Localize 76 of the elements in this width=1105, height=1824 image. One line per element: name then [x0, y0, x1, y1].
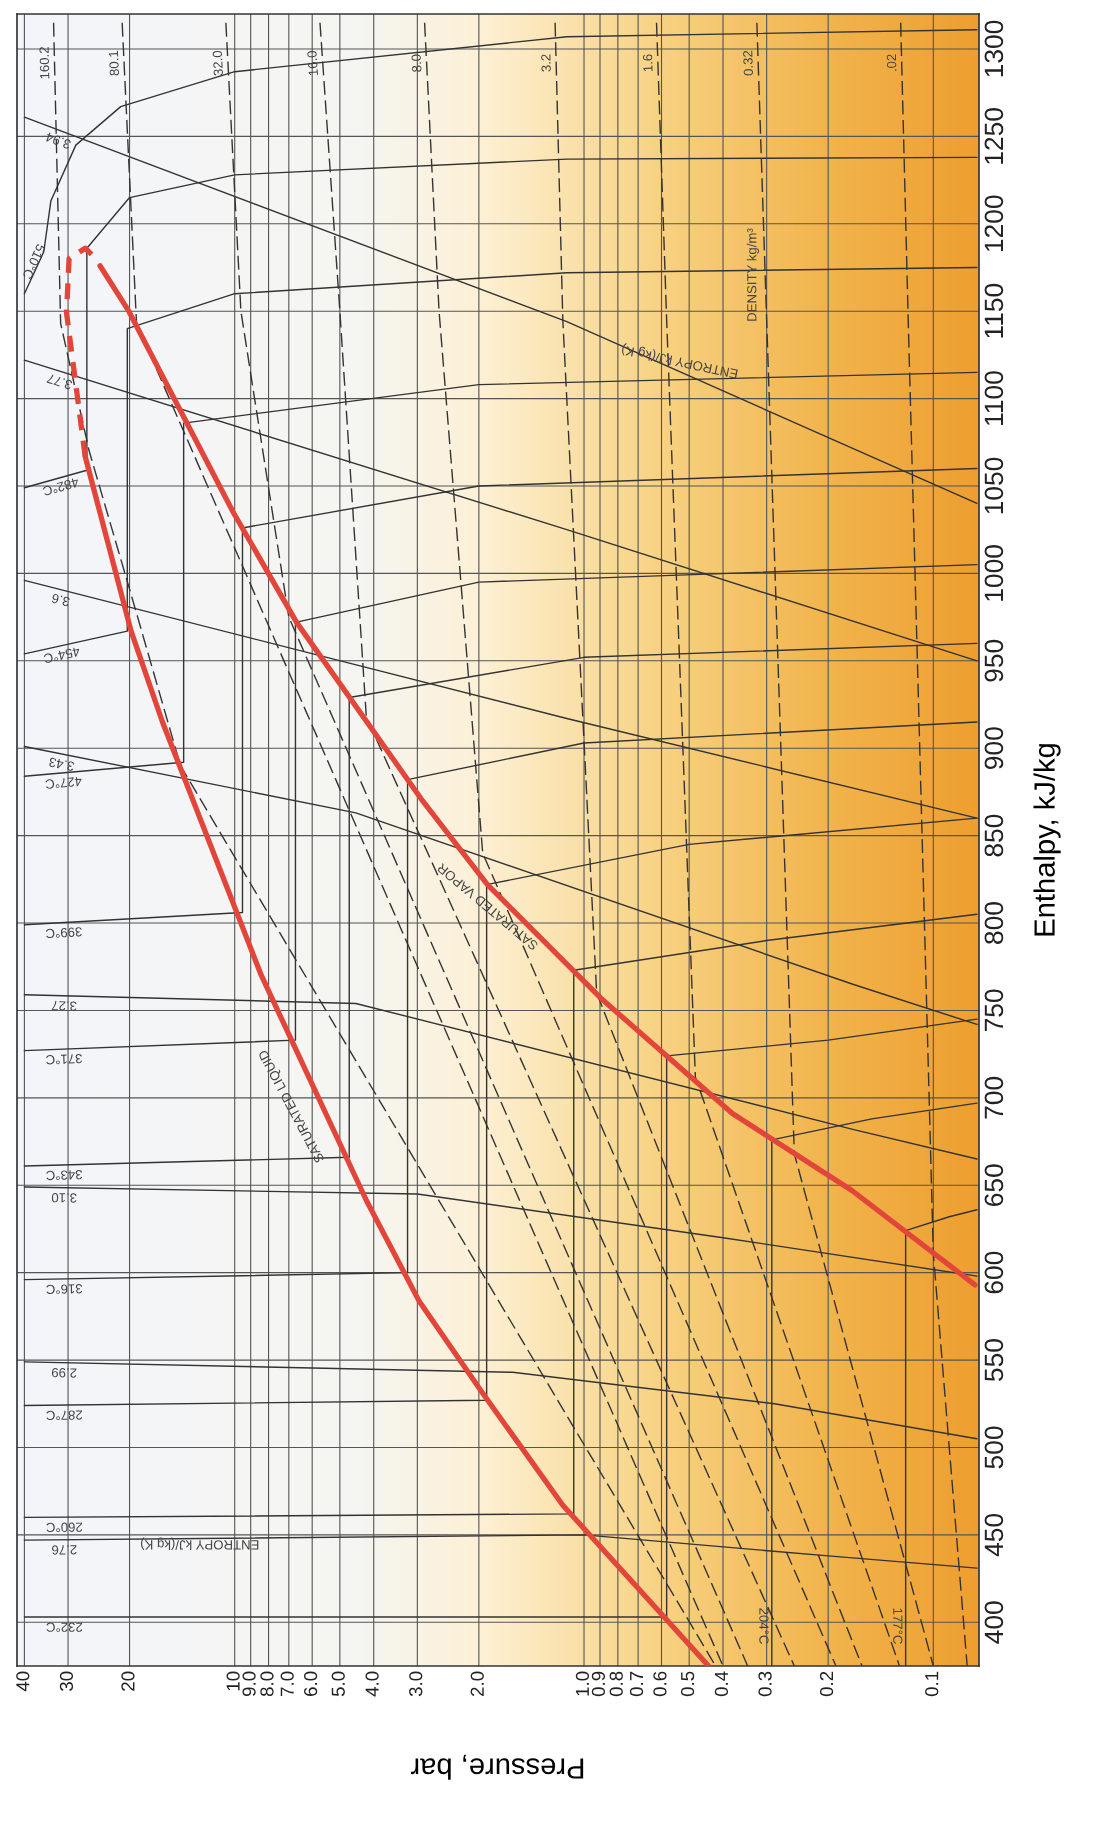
text: 482°C: [42, 477, 80, 497]
x-tick-label: 30: [59, 1671, 74, 1691]
annotation: ENTROPY kJ/(kg K): [621, 342, 739, 380]
series-label: 3.27: [51, 1000, 77, 1011]
x-axis-title: Pressure, bar: [410, 1754, 584, 1780]
text: 3.6: [51, 593, 71, 607]
series-label: 399°C: [45, 926, 83, 939]
text: 177°C: [893, 1608, 903, 1644]
x-tick-label: 10: [226, 1671, 240, 1691]
y-axis-title: Enthalpy, kJ/kg: [1033, 744, 1061, 936]
x-tick-label: 20: [121, 1671, 135, 1691]
annotation: ENTROPY kJ/(kg K): [140, 1537, 259, 1550]
y-tick-label: 800: [984, 902, 1004, 944]
y-tick-label: 1300: [984, 20, 1004, 77]
text: 454°C: [43, 646, 81, 664]
x-tick-label: 2.0: [470, 1671, 484, 1696]
y-tick-label: 1200: [984, 195, 1004, 252]
x-tick-label: 40: [16, 1671, 30, 1692]
text: 32.0: [212, 50, 224, 76]
y-tick-label: 900: [984, 727, 1004, 769]
x-tick-label: 6.0: [303, 1671, 318, 1696]
y-tick-label: 1050: [984, 457, 1004, 514]
series-label: 2.99: [51, 1367, 77, 1378]
x-tick-label: 0.2: [819, 1671, 834, 1697]
text: 16.0: [307, 50, 319, 76]
y-tick-label: 1250: [984, 108, 1004, 164]
x-tick-label: 0.1: [925, 1671, 939, 1697]
text: 8.0: [411, 54, 422, 73]
text: 3.94: [44, 131, 72, 150]
text: 0.32: [742, 50, 754, 76]
series-label: 371°C: [45, 1053, 83, 1065]
text: 510°C: [22, 243, 46, 280]
text: 1.6: [642, 54, 653, 72]
y-tick-label: 950: [984, 639, 1004, 682]
x-tick-label: 0.9: [591, 1671, 606, 1697]
y-tick-label: 400: [984, 1601, 1004, 1644]
x-tick-label: 5.0: [331, 1671, 345, 1697]
y-tick-label: 600: [984, 1251, 1004, 1294]
text: .02: [886, 54, 897, 72]
y-tick-label: 850: [984, 814, 1004, 857]
x-tick-label: 7.0: [280, 1671, 294, 1696]
series-label: 3.10: [51, 1192, 77, 1203]
x-tick-label: 0.4: [714, 1671, 729, 1697]
series-label: 316°C: [46, 1284, 83, 1295]
annotation: DENSITY kg/m³: [746, 228, 760, 321]
x-tick-label: 4.0: [365, 1671, 379, 1697]
x-tick-label: 0.6: [653, 1671, 667, 1697]
y-tick-label: 750: [984, 989, 1004, 1032]
series-label: 287°C: [46, 1410, 83, 1421]
x-tick-label: 0.3: [758, 1671, 772, 1697]
y-tick-label: 1000: [984, 545, 1004, 601]
y-tick-label: 550: [984, 1339, 1004, 1382]
x-tick-label: 3.0: [409, 1671, 423, 1697]
x-tick-label: 1.0: [575, 1671, 590, 1696]
series-label: 343°C: [46, 1169, 83, 1181]
x-tick-label: 9.0: [242, 1671, 256, 1697]
y-tick-label: 1100: [984, 371, 1004, 425]
y-tick-label: 700: [984, 1076, 1004, 1119]
series-label: 232°C: [46, 1622, 83, 1632]
x-tick-label: 8.0: [260, 1671, 274, 1697]
x-tick-label: 0.7: [629, 1671, 644, 1697]
text: 3.2: [541, 54, 551, 72]
x-tick-label: 0.5: [680, 1671, 695, 1697]
y-tick-label: 450: [984, 1513, 1004, 1557]
text: 3.77: [46, 373, 73, 390]
series-label: 2.76: [52, 1545, 77, 1555]
text: 80.1: [108, 50, 120, 76]
y-tick-label: 500: [984, 1426, 1004, 1469]
text: 3.43: [48, 757, 75, 772]
series-label: 260°C: [46, 1522, 83, 1533]
text: 427°C: [45, 776, 82, 789]
x-tick-label: 0.8: [609, 1671, 623, 1697]
text: 204°C: [759, 1608, 769, 1644]
text: 160.2: [39, 47, 50, 79]
y-tick-label: 1150: [984, 283, 1004, 338]
y-tick-label: 650: [984, 1164, 1004, 1206]
